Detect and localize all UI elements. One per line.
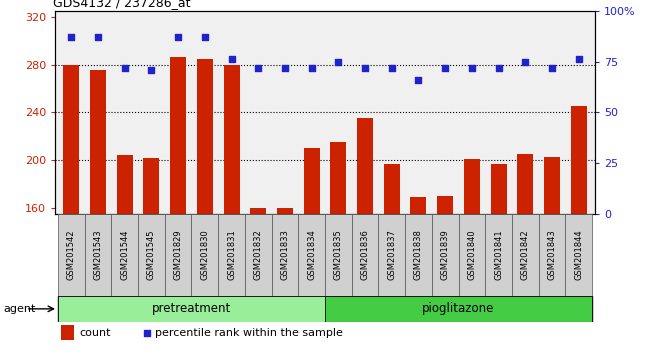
Text: GSM201833: GSM201833 <box>280 229 289 280</box>
Bar <box>192 214 218 296</box>
Bar <box>566 214 592 296</box>
Bar <box>432 214 458 296</box>
Bar <box>512 214 539 296</box>
Bar <box>384 164 400 214</box>
Text: GSM201544: GSM201544 <box>120 230 129 280</box>
Bar <box>325 296 592 322</box>
Bar <box>517 154 533 214</box>
Bar <box>164 214 192 296</box>
Text: count: count <box>79 328 111 338</box>
Text: GSM201829: GSM201829 <box>174 229 183 280</box>
Point <box>333 59 344 64</box>
Bar <box>571 107 587 214</box>
Text: pioglitazone: pioglitazone <box>422 302 495 315</box>
Bar <box>84 214 111 296</box>
Bar <box>218 214 245 296</box>
Point <box>173 34 183 40</box>
Bar <box>410 198 426 214</box>
Text: GSM201542: GSM201542 <box>67 230 76 280</box>
Point <box>467 65 477 70</box>
Point <box>142 331 152 336</box>
Point <box>120 65 130 70</box>
Point <box>253 65 263 70</box>
Bar <box>144 158 159 214</box>
Text: GSM201842: GSM201842 <box>521 229 530 280</box>
Point <box>440 65 450 70</box>
Bar <box>197 58 213 214</box>
Bar <box>330 142 346 214</box>
Text: GSM201545: GSM201545 <box>147 230 156 280</box>
Text: GDS4132 / 237286_at: GDS4132 / 237286_at <box>53 0 190 10</box>
Bar <box>491 164 506 214</box>
Text: GSM201843: GSM201843 <box>547 229 556 280</box>
Bar <box>58 214 84 296</box>
Bar <box>170 57 186 214</box>
Text: GSM201837: GSM201837 <box>387 229 396 280</box>
Text: GSM201841: GSM201841 <box>494 229 503 280</box>
Bar <box>224 64 240 214</box>
Bar <box>298 214 325 296</box>
Bar <box>357 118 373 214</box>
Point <box>200 34 210 40</box>
Point <box>226 57 237 62</box>
Text: GSM201832: GSM201832 <box>254 229 263 280</box>
Text: pretreatment: pretreatment <box>152 302 231 315</box>
Bar <box>277 208 293 214</box>
Point <box>306 65 317 70</box>
Bar <box>405 214 432 296</box>
Bar <box>352 214 378 296</box>
Text: GSM201840: GSM201840 <box>467 229 476 280</box>
Text: GSM201836: GSM201836 <box>361 229 370 280</box>
Bar <box>90 70 106 214</box>
Bar <box>250 208 266 214</box>
Point <box>573 57 584 62</box>
Bar <box>60 325 74 340</box>
Bar <box>458 214 486 296</box>
Point <box>547 65 557 70</box>
Text: GSM201543: GSM201543 <box>94 229 103 280</box>
Point <box>520 59 530 64</box>
Bar <box>138 214 164 296</box>
Text: GSM201844: GSM201844 <box>574 229 583 280</box>
Text: GSM201838: GSM201838 <box>414 229 423 280</box>
Text: percentile rank within the sample: percentile rank within the sample <box>155 328 343 338</box>
Point <box>387 65 397 70</box>
Bar <box>539 214 566 296</box>
Point <box>280 65 290 70</box>
Bar <box>63 64 79 214</box>
Text: agent: agent <box>3 304 36 314</box>
Point <box>360 65 370 70</box>
Point <box>93 34 103 40</box>
Bar <box>245 214 272 296</box>
Bar <box>464 159 480 214</box>
Bar <box>111 214 138 296</box>
Text: GSM201831: GSM201831 <box>227 229 236 280</box>
Bar <box>378 214 405 296</box>
Text: GSM201835: GSM201835 <box>334 229 343 280</box>
Bar <box>325 214 352 296</box>
Bar <box>437 196 453 214</box>
Bar <box>486 214 512 296</box>
Point <box>493 65 504 70</box>
Point <box>66 34 77 40</box>
Bar <box>544 157 560 214</box>
Point <box>413 77 424 83</box>
Text: GSM201830: GSM201830 <box>200 229 209 280</box>
Point <box>146 67 157 73</box>
Text: GSM201839: GSM201839 <box>441 229 450 280</box>
Bar <box>117 155 133 214</box>
Bar <box>304 148 320 214</box>
Text: GSM201834: GSM201834 <box>307 229 316 280</box>
Bar <box>58 296 325 322</box>
Bar <box>272 214 298 296</box>
